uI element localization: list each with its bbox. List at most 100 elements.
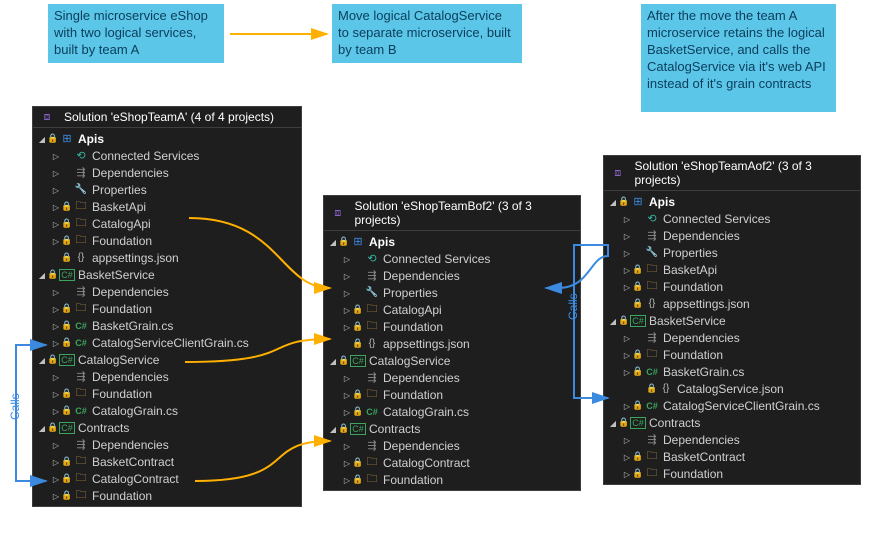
file-cataloggrain[interactable]: CatalogGrain.cs (47, 402, 301, 419)
expand-caret[interactable] (622, 452, 632, 462)
folder-foundation[interactable]: Foundation (47, 385, 301, 402)
file-catalogservice-json[interactable]: CatalogService.json (632, 380, 860, 397)
folder-dependencies[interactable]: Dependencies (618, 329, 860, 346)
folder-foundation[interactable]: Foundation (47, 232, 301, 249)
expand-caret[interactable] (51, 168, 61, 178)
expand-caret[interactable] (328, 237, 338, 247)
file-basketgrain[interactable]: BasketGrain.cs (47, 317, 301, 334)
expand-caret[interactable] (342, 458, 352, 468)
project-apis[interactable]: Apis (604, 193, 860, 210)
project-contracts[interactable]: Contracts (33, 419, 301, 436)
expand-caret[interactable] (342, 322, 352, 332)
file-catalogserviceclientgrain[interactable]: CatalogServiceClientGrain.cs (47, 334, 301, 351)
folder-basketcontract[interactable]: BasketContract (47, 453, 301, 470)
project-catalogservice[interactable]: CatalogService (324, 352, 580, 369)
folder-dependencies[interactable]: Dependencies (47, 368, 301, 385)
expand-caret[interactable] (608, 418, 618, 428)
expand-caret[interactable] (51, 440, 61, 450)
project-apis[interactable]: Apis (33, 130, 301, 147)
expand-caret[interactable] (622, 214, 632, 224)
folder-catalogapi[interactable]: CatalogApi (338, 301, 580, 318)
solution-header[interactable]: Solution 'eShopTeamBof2' (3 of 3 project… (324, 196, 580, 231)
folder-foundation[interactable]: Foundation (618, 278, 860, 295)
folder-catalogcontract[interactable]: CatalogContract (47, 470, 301, 487)
folder-foundation[interactable]: Foundation (618, 346, 860, 363)
expand-caret[interactable] (51, 372, 61, 382)
expand-caret[interactable] (342, 254, 352, 264)
expand-caret[interactable] (342, 373, 352, 383)
expand-caret[interactable] (51, 338, 61, 348)
expand-caret[interactable] (51, 219, 61, 229)
expand-caret[interactable] (342, 305, 352, 315)
folder-dependencies[interactable]: Dependencies (618, 227, 860, 244)
expand-caret[interactable] (622, 435, 632, 445)
expand-caret[interactable] (608, 197, 618, 207)
expand-caret[interactable] (51, 389, 61, 399)
expand-caret[interactable] (342, 288, 352, 298)
expand-caret[interactable] (37, 134, 47, 144)
expand-caret[interactable] (622, 333, 632, 343)
solution-header[interactable]: Solution 'eShopTeamAof2' (3 of 3 project… (604, 156, 860, 191)
expand-caret[interactable] (342, 390, 352, 400)
expand-caret[interactable] (37, 355, 47, 365)
folder-catalogcontract[interactable]: CatalogContract (338, 454, 580, 471)
file-basketgrain[interactable]: BasketGrain.cs (618, 363, 860, 380)
project-apis[interactable]: Apis (324, 233, 580, 250)
expand-caret[interactable] (51, 457, 61, 467)
folder-foundation[interactable]: Foundation (338, 471, 580, 488)
expand-caret[interactable] (51, 202, 61, 212)
folder-basketapi[interactable]: BasketApi (618, 261, 860, 278)
expand-caret[interactable] (37, 270, 47, 280)
expand-caret[interactable] (51, 236, 61, 246)
file-cataloggrain[interactable]: CatalogGrain.cs (338, 403, 580, 420)
folder-basketcontract[interactable]: BasketContract (618, 448, 860, 465)
folder-foundation[interactable]: Foundation (338, 318, 580, 335)
expand-caret[interactable] (51, 185, 61, 195)
folder-dependencies[interactable]: Dependencies (618, 431, 860, 448)
expand-caret[interactable] (622, 469, 632, 479)
folder-connected-services[interactable]: Connected Services (338, 250, 580, 267)
project-contracts[interactable]: Contracts (324, 420, 580, 437)
expand-caret[interactable] (51, 474, 61, 484)
expand-caret[interactable] (622, 282, 632, 292)
project-basketservice[interactable]: BasketService (33, 266, 301, 283)
folder-foundation[interactable]: Foundation (338, 386, 580, 403)
file-appsettings[interactable]: appsettings.json (338, 335, 580, 352)
expand-caret[interactable] (622, 248, 632, 258)
expand-caret[interactable] (51, 321, 61, 331)
project-catalogservice[interactable]: CatalogService (33, 351, 301, 368)
folder-foundation[interactable]: Foundation (47, 300, 301, 317)
folder-properties[interactable]: Properties (338, 284, 580, 301)
expand-caret[interactable] (51, 406, 61, 416)
expand-caret[interactable] (622, 401, 632, 411)
file-appsettings[interactable]: appsettings.json (618, 295, 860, 312)
folder-properties[interactable]: Properties (47, 181, 301, 198)
expand-caret[interactable] (328, 424, 338, 434)
file-catalogserviceclientgrain[interactable]: CatalogServiceClientGrain.cs (618, 397, 860, 414)
expand-caret[interactable] (342, 441, 352, 451)
solution-header[interactable]: Solution 'eShopTeamA' (4 of 4 projects) (33, 107, 301, 128)
folder-dependencies[interactable]: Dependencies (338, 369, 580, 386)
expand-caret[interactable] (342, 407, 352, 417)
expand-caret[interactable] (51, 151, 61, 161)
expand-caret[interactable] (622, 231, 632, 241)
expand-caret[interactable] (622, 265, 632, 275)
expand-caret[interactable] (622, 367, 632, 377)
expand-caret[interactable] (51, 287, 61, 297)
expand-caret[interactable] (51, 491, 61, 501)
expand-caret[interactable] (342, 475, 352, 485)
folder-basketapi[interactable]: BasketApi (47, 198, 301, 215)
project-basketservice[interactable]: BasketService (604, 312, 860, 329)
folder-catalogapi[interactable]: CatalogApi (47, 215, 301, 232)
folder-dependencies[interactable]: Dependencies (47, 283, 301, 300)
folder-dependencies[interactable]: Dependencies (338, 437, 580, 454)
expand-caret[interactable] (342, 271, 352, 281)
expand-caret[interactable] (51, 304, 61, 314)
folder-dependencies[interactable]: Dependencies (338, 267, 580, 284)
expand-caret[interactable] (328, 356, 338, 366)
folder-connected-services[interactable]: Connected Services (47, 147, 301, 164)
expand-caret[interactable] (37, 423, 47, 433)
folder-dependencies[interactable]: Dependencies (47, 436, 301, 453)
expand-caret[interactable] (608, 316, 618, 326)
folder-foundation[interactable]: Foundation (47, 487, 301, 504)
